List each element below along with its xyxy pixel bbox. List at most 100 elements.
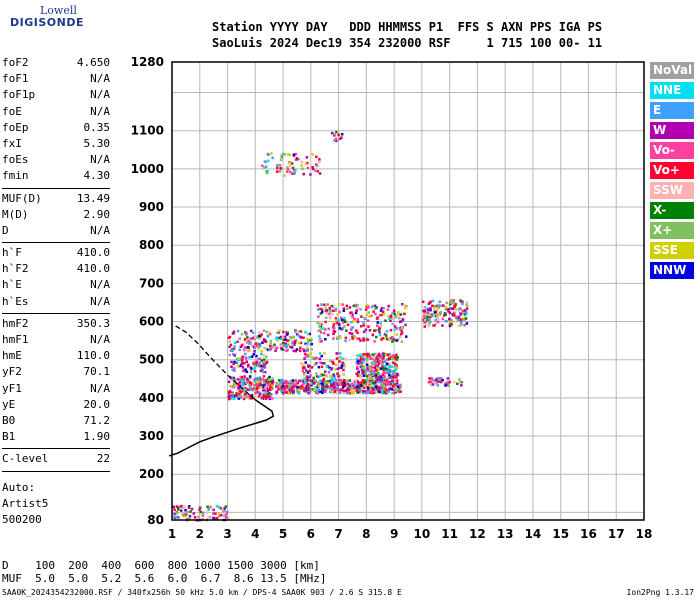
echo-point xyxy=(335,130,338,134)
echo-point xyxy=(324,381,328,385)
echo-point xyxy=(362,337,365,340)
echo-point xyxy=(241,361,244,365)
param-row: h`E N/A xyxy=(2,278,110,294)
echo-point xyxy=(437,380,440,383)
echo-point xyxy=(231,349,234,353)
echo-point xyxy=(319,340,322,343)
echo-point xyxy=(283,153,286,156)
echo-point xyxy=(264,340,268,343)
echo-point xyxy=(359,363,362,366)
echo-point xyxy=(258,337,261,340)
echo-point xyxy=(266,380,270,384)
echo-point xyxy=(392,311,396,314)
echo-point xyxy=(391,322,394,326)
echo-point xyxy=(315,372,318,375)
echo-point xyxy=(310,366,314,369)
echo-point xyxy=(310,338,313,341)
echo-point xyxy=(207,515,211,519)
echo-point xyxy=(321,307,324,311)
x-tick-label: 1 xyxy=(168,527,176,541)
echo-point xyxy=(319,331,323,334)
echo-point xyxy=(353,388,356,392)
echo-point xyxy=(452,314,456,317)
echo-point xyxy=(384,334,388,337)
echo-point xyxy=(335,392,338,395)
echo-point xyxy=(374,391,377,394)
echo-point xyxy=(248,375,252,378)
echo-point xyxy=(355,372,358,376)
echo-point xyxy=(291,379,295,382)
echo-point xyxy=(320,323,324,326)
echo-point xyxy=(290,346,294,349)
echo-point xyxy=(357,382,360,385)
echo-point xyxy=(383,332,387,336)
echo-point xyxy=(308,369,311,373)
echo-point xyxy=(239,357,243,360)
echo-point xyxy=(244,348,248,352)
param-value: N/A xyxy=(90,72,110,86)
echo-point xyxy=(391,379,394,382)
echo-point xyxy=(339,352,342,355)
echo-point xyxy=(264,165,268,168)
echo-point xyxy=(249,376,252,380)
param-label: hmF2 xyxy=(2,316,29,330)
echo-point xyxy=(323,383,326,386)
echo-point xyxy=(293,341,297,345)
echo-point xyxy=(295,158,299,161)
echo-point xyxy=(357,354,361,358)
echo-point xyxy=(296,386,299,389)
echo-point xyxy=(441,378,444,382)
echo-point xyxy=(183,505,186,509)
echo-point xyxy=(310,342,313,346)
echo-point xyxy=(355,329,358,332)
echo-point xyxy=(302,382,305,386)
echo-point xyxy=(258,344,262,348)
echo-point xyxy=(220,513,223,517)
echo-point xyxy=(361,391,365,395)
echo-point xyxy=(351,313,354,316)
echo-point xyxy=(364,371,367,375)
echo-point xyxy=(261,377,264,381)
echo-point xyxy=(268,383,272,387)
echo-point xyxy=(187,506,191,509)
param-label: yE xyxy=(2,397,16,411)
echo-point xyxy=(254,342,257,346)
echo-point xyxy=(342,366,346,370)
echo-point xyxy=(341,303,344,306)
echo-point xyxy=(264,386,267,389)
echo-point xyxy=(237,395,241,398)
echo-point xyxy=(321,383,324,386)
echo-point xyxy=(291,166,295,170)
echo-point xyxy=(343,378,346,382)
echo-point xyxy=(393,312,397,316)
echo-point xyxy=(282,392,285,395)
echo-point xyxy=(348,384,351,388)
echo-point xyxy=(332,337,335,340)
echo-point xyxy=(263,346,266,350)
echo-point xyxy=(267,377,270,380)
echo-point xyxy=(367,353,370,356)
echo-point xyxy=(260,384,263,387)
echo-point xyxy=(327,333,330,337)
echo-point xyxy=(377,386,380,389)
echo-point xyxy=(422,314,426,318)
echo-point xyxy=(250,388,254,392)
echo-point xyxy=(311,356,314,359)
x-tick-label: 5 xyxy=(279,527,287,541)
echo-point xyxy=(457,315,460,319)
echo-point xyxy=(253,366,257,370)
echo-point xyxy=(399,385,402,388)
echo-point xyxy=(388,373,391,377)
echo-point xyxy=(388,368,392,372)
echo-point xyxy=(351,382,354,385)
echo-point xyxy=(390,365,394,368)
propagation-table: D 100 200 400 600 800 1000 1500 3000 [km… xyxy=(2,559,327,585)
echo-point xyxy=(355,358,359,361)
echo-point xyxy=(285,170,289,173)
legend-item-x: X+ xyxy=(650,222,694,239)
echo-point xyxy=(329,316,332,320)
echo-point xyxy=(393,387,396,390)
echo-point xyxy=(266,389,270,392)
echo-point xyxy=(381,357,385,360)
echo-point xyxy=(403,312,406,316)
